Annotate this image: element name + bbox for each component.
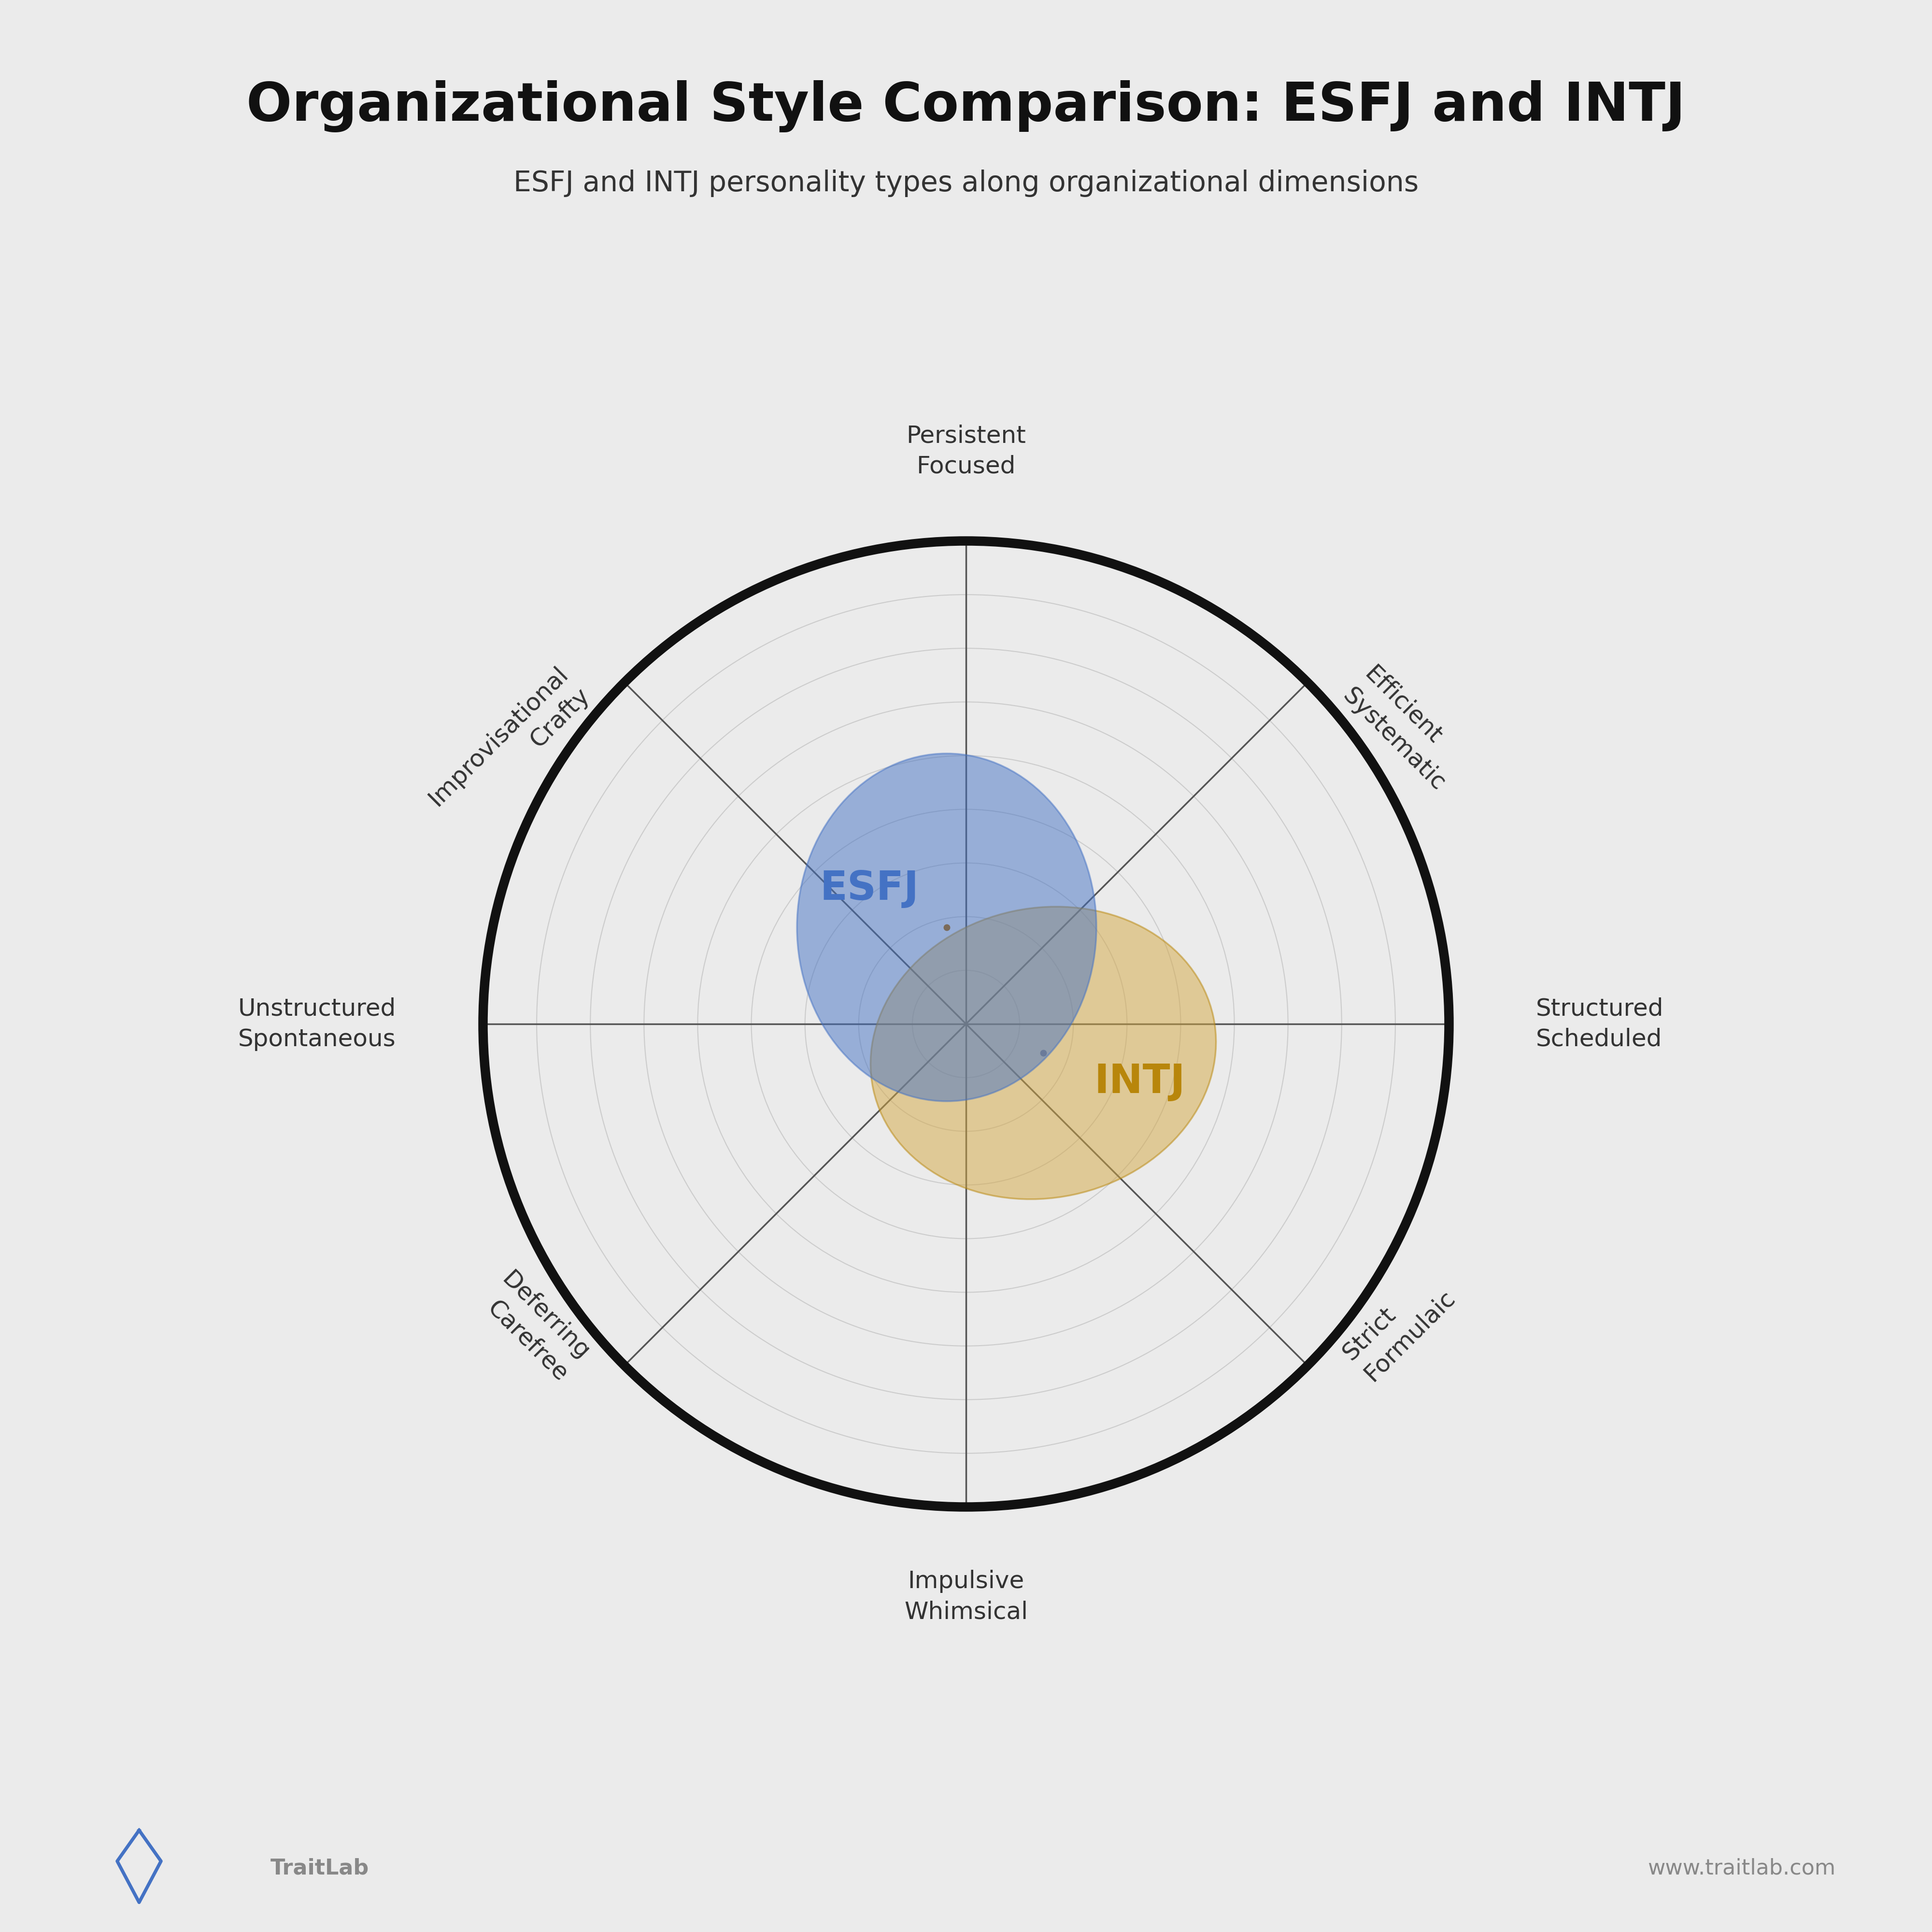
Text: Impulsive
Whimsical: Impulsive Whimsical [904,1569,1028,1623]
Text: Strict
Formulaic: Strict Formulaic [1339,1264,1459,1385]
Text: ESFJ: ESFJ [819,869,920,908]
Text: ESFJ and INTJ personality types along organizational dimensions: ESFJ and INTJ personality types along or… [514,170,1418,197]
Text: INTJ: INTJ [1094,1063,1186,1101]
Text: Structured
Scheduled: Structured Scheduled [1536,997,1663,1051]
Text: Improvisational
Crafty: Improvisational Crafty [423,663,593,833]
Text: www.traitlab.com: www.traitlab.com [1648,1859,1835,1878]
Ellipse shape [871,906,1215,1200]
Text: Persistent
Focused: Persistent Focused [906,425,1026,477]
Text: Unstructured
Spontaneous: Unstructured Spontaneous [238,997,396,1051]
Text: TraitLab: TraitLab [270,1859,369,1878]
Text: Organizational Style Comparison: ESFJ and INTJ: Organizational Style Comparison: ESFJ an… [247,79,1685,131]
Text: Deferring
Carefree: Deferring Carefree [475,1267,593,1385]
Text: Efficient
Systematic: Efficient Systematic [1339,663,1470,796]
Ellipse shape [798,753,1097,1101]
